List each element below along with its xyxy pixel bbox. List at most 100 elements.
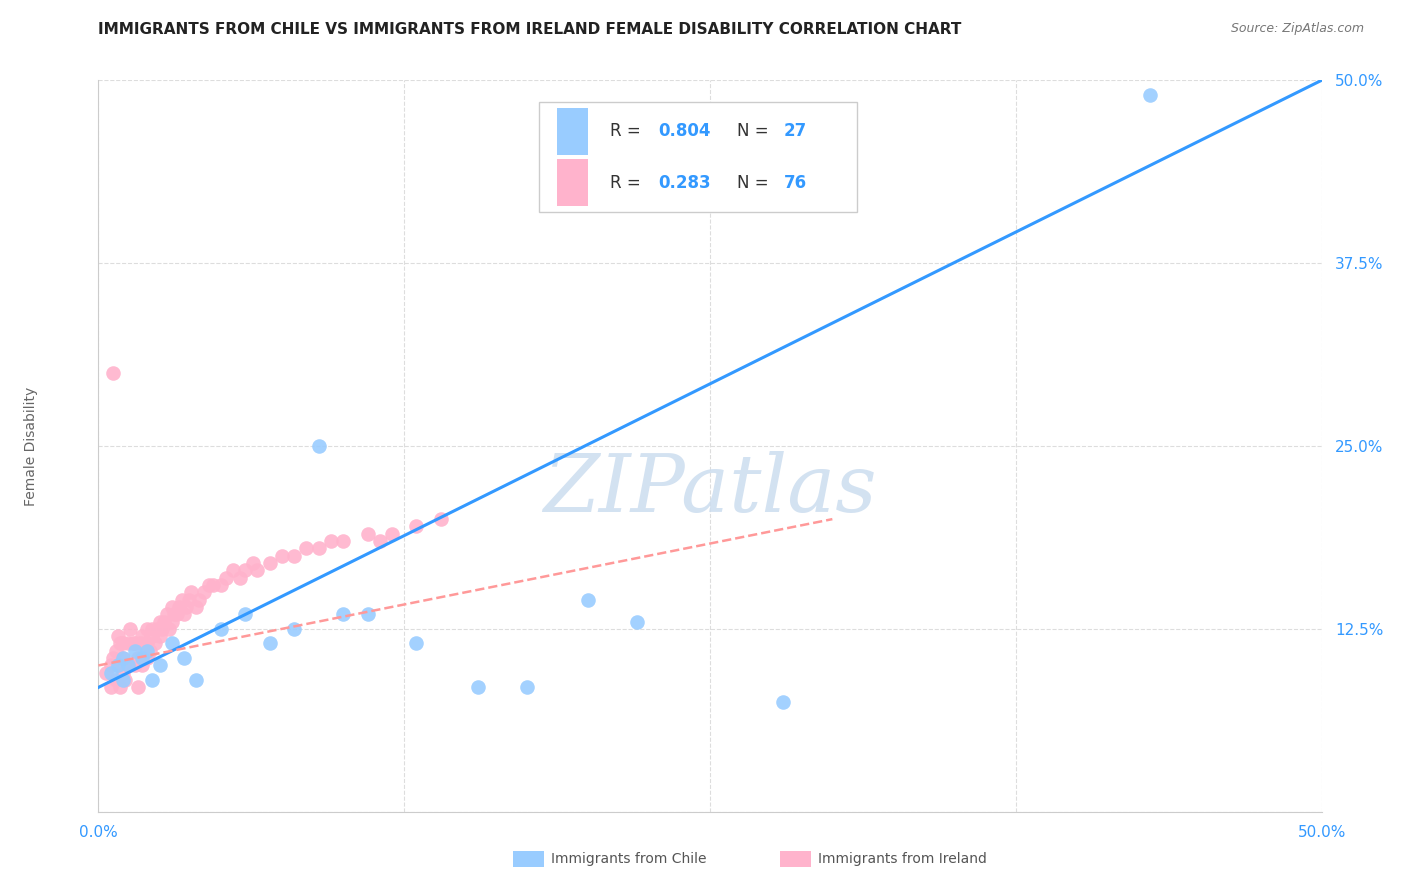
Text: R =: R = bbox=[610, 122, 645, 140]
Point bbox=[127, 651, 149, 665]
Point bbox=[222, 563, 245, 577]
Point bbox=[319, 534, 342, 549]
Point bbox=[173, 607, 195, 622]
Point bbox=[368, 534, 391, 549]
Point bbox=[177, 592, 200, 607]
Point bbox=[197, 578, 219, 592]
Text: 27: 27 bbox=[783, 122, 807, 140]
Point bbox=[160, 599, 183, 614]
Text: Immigrants from Ireland: Immigrants from Ireland bbox=[818, 852, 987, 866]
Point bbox=[136, 644, 159, 658]
Point bbox=[173, 651, 195, 665]
Point bbox=[149, 658, 172, 673]
Point bbox=[111, 673, 134, 687]
Point bbox=[139, 644, 162, 658]
Point bbox=[259, 556, 281, 570]
Text: R =: R = bbox=[610, 174, 645, 192]
Point bbox=[111, 651, 134, 665]
Text: 76: 76 bbox=[783, 174, 807, 192]
Point bbox=[136, 651, 159, 665]
Point bbox=[356, 526, 378, 541]
Point bbox=[405, 636, 427, 650]
Bar bbox=[557, 159, 588, 206]
Point bbox=[233, 563, 256, 577]
Point bbox=[246, 563, 269, 577]
Point bbox=[104, 673, 127, 687]
Point bbox=[308, 439, 330, 453]
Point bbox=[209, 578, 232, 592]
Text: Source: ZipAtlas.com: Source: ZipAtlas.com bbox=[1230, 22, 1364, 36]
Point bbox=[356, 607, 378, 622]
Text: Female Disability: Female Disability bbox=[24, 386, 38, 506]
Point bbox=[134, 636, 156, 650]
Point bbox=[107, 629, 129, 643]
Point bbox=[186, 599, 208, 614]
Point bbox=[104, 644, 127, 658]
Point bbox=[157, 622, 180, 636]
Point bbox=[101, 366, 124, 380]
Point bbox=[121, 636, 143, 650]
Point bbox=[156, 607, 179, 622]
Point bbox=[202, 578, 225, 592]
Point bbox=[332, 607, 354, 622]
FancyBboxPatch shape bbox=[538, 103, 856, 212]
Point bbox=[187, 592, 209, 607]
Point bbox=[209, 622, 232, 636]
Point bbox=[295, 541, 318, 556]
Point bbox=[120, 622, 142, 636]
Point bbox=[117, 636, 139, 650]
Point bbox=[626, 615, 648, 629]
Point bbox=[283, 622, 305, 636]
Point bbox=[170, 592, 193, 607]
Text: ZIPatlas: ZIPatlas bbox=[543, 451, 877, 529]
Point bbox=[153, 615, 176, 629]
Point bbox=[120, 658, 142, 673]
Point bbox=[193, 585, 215, 599]
Point bbox=[111, 636, 134, 650]
Point bbox=[332, 534, 354, 549]
Point bbox=[186, 673, 208, 687]
Point bbox=[229, 571, 252, 585]
Text: IMMIGRANTS FROM CHILE VS IMMIGRANTS FROM IRELAND FEMALE DISABILITY CORRELATION C: IMMIGRANTS FROM CHILE VS IMMIGRANTS FROM… bbox=[98, 22, 962, 37]
Point bbox=[136, 636, 159, 650]
Point bbox=[180, 585, 202, 599]
Point bbox=[160, 636, 183, 650]
Point bbox=[127, 681, 149, 695]
Point bbox=[117, 658, 139, 673]
Point bbox=[233, 607, 256, 622]
Point bbox=[107, 658, 129, 673]
Bar bbox=[557, 108, 588, 155]
Point bbox=[111, 665, 134, 680]
Point bbox=[576, 592, 599, 607]
Point bbox=[149, 615, 172, 629]
Point bbox=[94, 665, 117, 680]
Point bbox=[107, 658, 129, 673]
Point bbox=[100, 665, 122, 680]
Point bbox=[131, 629, 153, 643]
Point bbox=[124, 636, 146, 650]
Point bbox=[167, 599, 190, 614]
Point bbox=[430, 512, 453, 526]
Point bbox=[405, 519, 427, 533]
Point bbox=[141, 673, 163, 687]
Point bbox=[160, 615, 183, 629]
Text: N =: N = bbox=[737, 122, 773, 140]
Point bbox=[129, 636, 152, 650]
Point bbox=[283, 549, 305, 563]
Point bbox=[101, 651, 124, 665]
Point bbox=[114, 673, 136, 687]
Point bbox=[467, 681, 489, 695]
Point bbox=[1139, 87, 1161, 102]
Point bbox=[515, 681, 537, 695]
Point bbox=[150, 622, 173, 636]
Point bbox=[110, 636, 132, 650]
Point bbox=[259, 636, 281, 650]
Point bbox=[166, 607, 188, 622]
Point bbox=[124, 644, 146, 658]
Point bbox=[141, 622, 163, 636]
Point bbox=[124, 658, 146, 673]
Point bbox=[117, 658, 139, 673]
Point bbox=[163, 607, 186, 622]
Point bbox=[146, 622, 169, 636]
Point bbox=[308, 541, 330, 556]
